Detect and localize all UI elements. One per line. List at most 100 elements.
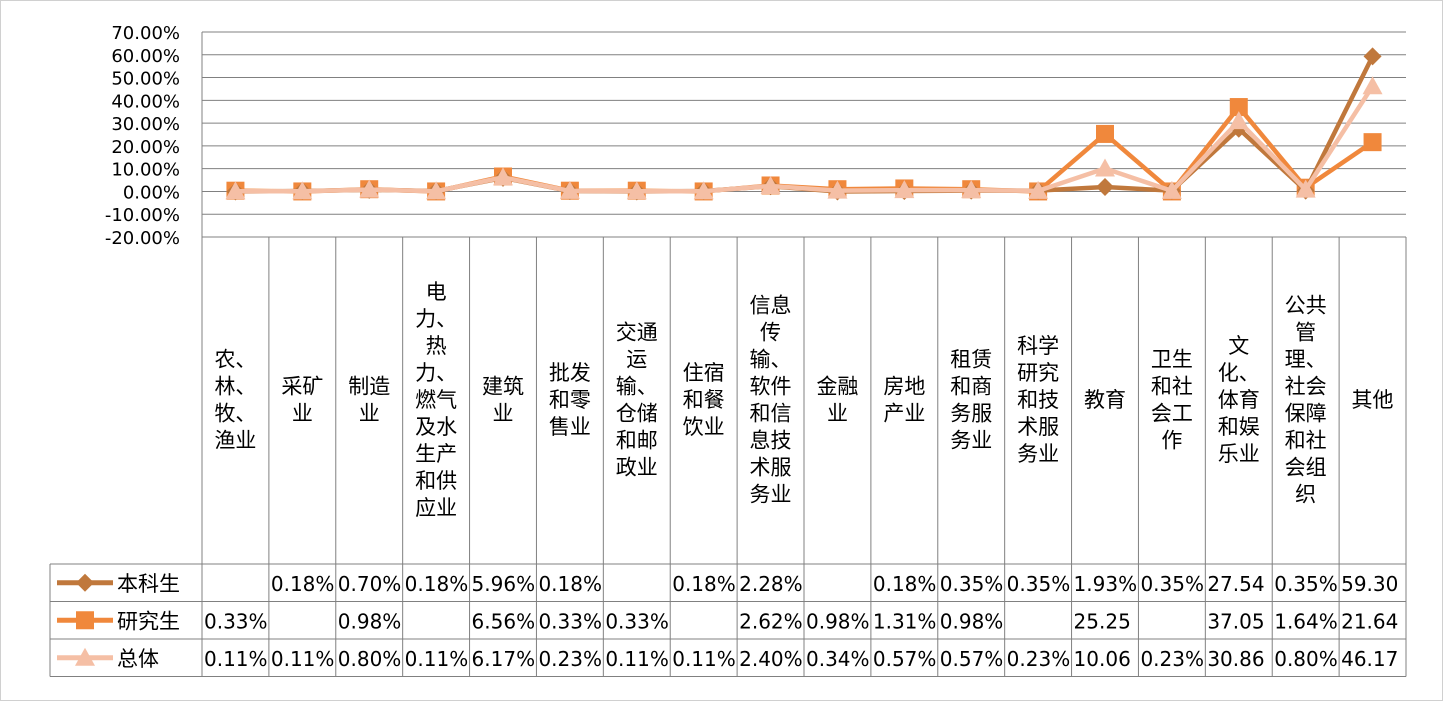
data-point [894,180,915,199]
data-table-cell: 0.33% [538,609,602,633]
data-table-cell: 0.11% [405,647,469,671]
data-point [559,180,580,199]
data-point [1161,180,1182,199]
category-label: 住宿和餐饮业 [683,361,725,439]
data-point [1228,111,1249,130]
category-label: 采矿业 [281,375,323,426]
data-point [1295,179,1316,198]
legend-key-marker [76,611,94,630]
data-table-cell: 0.23% [1140,647,1204,671]
data-table-cell: 37.05 [1207,609,1264,633]
data-table-cell: 2.40% [739,647,803,671]
y-tick-label: 40.00% [111,91,180,112]
data-point [359,179,380,198]
data-table-cell: 0.18% [271,572,335,596]
y-tick-label: -10.00% [105,205,180,226]
series-line [235,55,1375,194]
category-label: 教育 [1084,388,1126,412]
category-label: 房地产业 [883,375,925,426]
data-point [1363,133,1382,152]
data-table-cell: 10.06 [1074,647,1131,671]
data-table-cell: 5.96% [472,572,536,596]
y-tick-label: -20.00% [105,228,180,249]
category-label: 建筑业 [482,375,524,426]
legend-label: 总体 [117,647,159,671]
data-table-cell: 0.18% [873,572,937,596]
category-label: 制造业 [348,375,390,426]
data-table-cell: 1.31% [873,609,937,633]
data-table-cell: 27.54 [1207,572,1264,596]
data-table-cell: 21.64 [1341,609,1398,633]
category-label: 批发和零售业 [549,361,591,439]
data-point [827,180,848,199]
data-table-cell: 30.86 [1207,647,1264,671]
data-table-cell: 59.30 [1341,572,1398,596]
data-point [292,181,313,200]
category-label: 电力、热力、燃气及水生产和供应业 [415,280,457,520]
legend-key-marker [76,573,94,592]
data-table-cell: 0.18% [538,572,602,596]
y-tick-label: 50.00% [111,69,180,90]
data-table-cell: 0.35% [1274,572,1338,596]
data-table-cell: 0.80% [338,647,402,671]
data-table-cell: 0.23% [538,647,602,671]
data-point [1363,47,1382,66]
category-label: 租赁和商务服务业 [950,348,992,453]
data-table-cell: 0.18% [672,572,736,596]
data-point [493,167,513,186]
data-point [760,175,781,194]
data-point [1095,158,1115,177]
category-label: 信息传输、软件和信息技术服务业 [750,294,792,507]
data-table-cell: 6.17% [472,647,536,671]
data-table-cell: 25.25 [1074,609,1131,633]
category-label: 其他 [1352,388,1394,412]
data-table-cell: 46.17 [1341,647,1398,671]
data-table-cell: 0.80% [1274,647,1338,671]
data-table-cell: 0.57% [940,647,1004,671]
series-line [235,85,1375,194]
y-tick-label: 20.00% [111,137,180,158]
data-table-cell: 2.62% [739,609,803,633]
data-point [426,181,447,200]
data-table-cell: 0.35% [1007,572,1071,596]
series-line [235,104,1374,194]
data-table-cell: 0.11% [672,647,736,671]
y-tick-label: 70.00% [111,23,180,44]
data-point [1096,178,1114,197]
y-tick-label: 10.00% [111,160,180,181]
category-label: 公共管理、社会保障和社会组织 [1285,294,1327,507]
category-label: 交通运输、仓储和邮政业 [616,321,658,480]
data-table-cell: 1.64% [1274,609,1338,633]
data-table-cell: 0.98% [806,609,870,633]
data-table-cell: 0.34% [806,647,870,671]
legend-label: 本科生 [117,572,180,596]
data-point [225,181,246,200]
y-tick-label: 60.00% [111,46,180,67]
data-table-cell: 0.11% [605,647,669,671]
data-table-cell: 2.28% [739,572,803,596]
legend-key-marker [75,647,95,666]
data-table-cell: 1.93% [1074,572,1138,596]
category-label: 农、林、牧、渔业 [214,348,256,453]
category-label: 文化、体育和娱乐业 [1218,334,1260,466]
data-point [1362,76,1383,95]
data-point [626,181,647,200]
data-table-cell: 0.33% [605,609,669,633]
data-table-cell: 0.23% [1007,647,1071,671]
legend-label: 研究生 [117,609,180,633]
data-table-cell: 0.98% [338,609,402,633]
data-table-cell: 0.33% [204,609,268,633]
y-tick-label: 0.00% [123,182,180,203]
data-point [961,180,982,199]
data-table-cell: 0.11% [271,647,335,671]
data-point [1096,124,1114,143]
data-table-cell: 0.70% [338,572,402,596]
data-table-cell: 0.35% [1140,572,1204,596]
category-label: 金融业 [816,375,858,426]
data-point [1229,98,1248,117]
category-label: 卫生和社会工作 [1151,348,1193,453]
data-table-cell: 0.11% [204,647,268,671]
data-table-cell: 0.18% [405,572,469,596]
data-table-cell: 0.35% [940,572,1004,596]
